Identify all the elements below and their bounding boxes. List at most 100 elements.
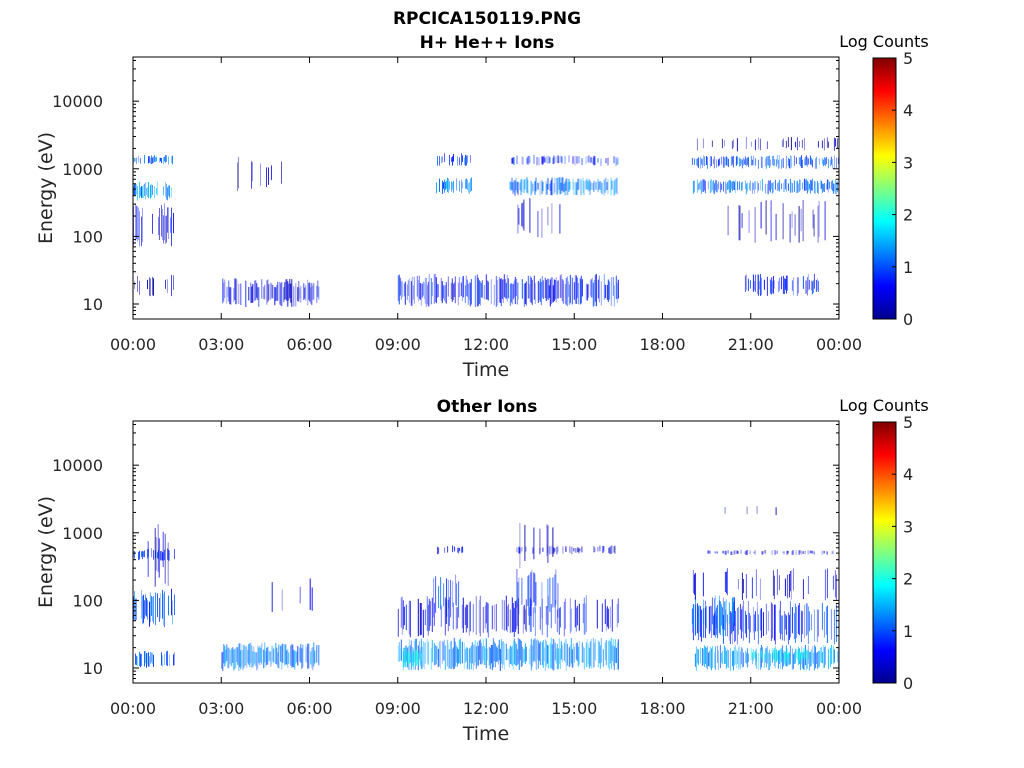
spectrogram-streak (486, 602, 488, 633)
spectrogram-streak (281, 161, 282, 184)
spectrogram-streak (164, 203, 165, 241)
spectrogram-streak (469, 181, 470, 194)
spectrogram-streak (143, 594, 144, 624)
spectrogram-streak (773, 575, 775, 599)
spectrogram-streak (541, 208, 543, 238)
spectrogram-streak (729, 180, 731, 193)
spectrogram-streak (507, 649, 509, 661)
spectrogram-streak (741, 572, 743, 600)
spectrogram-streak (160, 157, 161, 162)
spectrogram-streak (752, 606, 754, 633)
spectrogram-streak (741, 213, 743, 228)
spectrogram-streak (448, 597, 450, 626)
spectrogram-streak (581, 279, 583, 297)
spectrogram-streak (723, 157, 725, 168)
spectrogram-streak (712, 615, 714, 635)
spectrogram-streak (545, 180, 547, 195)
spectrogram-streak (594, 275, 596, 302)
spectrogram-streak (806, 180, 808, 194)
spectrogram-streak (817, 280, 819, 292)
spectrogram-streak (723, 645, 725, 665)
spectrogram-streak (538, 643, 540, 661)
spectrogram-streak (575, 643, 577, 660)
spectrogram-streak (462, 155, 463, 162)
spectrogram-streak (714, 610, 716, 638)
spectrogram-streak (149, 656, 150, 667)
spectrogram-streak (776, 652, 778, 660)
spectrogram-streak (593, 642, 595, 667)
spectrogram-streak (768, 155, 770, 169)
spectrogram-streak (594, 547, 596, 553)
spectrogram-streak (707, 550, 709, 554)
spectrogram-streak (771, 156, 773, 165)
spectrogram-streak (811, 159, 813, 168)
spectrogram-streak (446, 180, 447, 189)
spectrogram-streak (264, 642, 266, 663)
spectrogram-streak (751, 577, 753, 599)
spectrogram-streak (582, 177, 584, 194)
spectrogram-streak (783, 551, 785, 555)
spectrogram-streak (168, 207, 169, 239)
spectrogram-streak (820, 647, 822, 663)
spectrogram-streak (146, 653, 147, 668)
spectrogram-streak (783, 611, 785, 641)
spectrogram-streak (573, 548, 575, 552)
spectrogram-streak (516, 649, 518, 666)
spectrogram-streak (529, 198, 531, 233)
spectrogram-streak (455, 645, 457, 663)
spectrogram-streak (152, 157, 153, 164)
spectrogram-streak (766, 276, 768, 296)
spectrogram-streak (802, 652, 804, 670)
spectrogram-streak (537, 211, 539, 238)
spectrogram-streak (551, 644, 553, 670)
spectrogram-streak (503, 643, 505, 670)
spectrogram-streak (718, 595, 720, 632)
spectrogram-streak (406, 284, 408, 300)
spectrogram-streak (507, 604, 509, 627)
spectrogram-streak (227, 286, 229, 297)
spectrogram-streak (550, 277, 552, 305)
spectrogram-streak (510, 283, 512, 303)
spectrogram-streak (516, 569, 518, 608)
spectrogram-streak (779, 601, 781, 640)
spectrogram-streak (524, 283, 526, 304)
spectrogram-streak (399, 277, 401, 296)
spectrogram-streak (759, 138, 761, 151)
spectrogram-streak (542, 156, 544, 165)
spectrogram-streak (825, 183, 827, 190)
spectrogram-streak (557, 583, 559, 618)
spectrogram-streak (537, 281, 539, 303)
spectrogram-streak (780, 276, 782, 290)
spectrogram-streak (754, 550, 756, 555)
spectrogram-streak (778, 575, 780, 591)
spectrogram-streak (523, 648, 525, 662)
spectrogram-streak (732, 597, 734, 623)
spectrogram-streak (566, 276, 568, 307)
x-tick-label: 12:00 (463, 335, 509, 354)
x-tick-label: 12:00 (463, 699, 509, 718)
spectrogram-streak (413, 641, 415, 663)
spectrogram-streak (799, 652, 801, 671)
spectrogram-streak (490, 645, 492, 664)
spectrogram-streak (605, 640, 607, 666)
spectrogram-streak (722, 615, 724, 644)
spectrogram-streak (521, 577, 523, 605)
spectrogram-streak (812, 209, 814, 229)
spectrogram-streak (167, 542, 169, 586)
spectrogram-streak (162, 552, 163, 561)
spectrogram-streak (595, 273, 597, 307)
spectrogram-streak (554, 642, 556, 661)
spectrogram-streak (509, 283, 511, 306)
spectrogram-streak (157, 181, 158, 196)
spectrogram-streak (781, 140, 783, 147)
spectrogram-streak (466, 647, 468, 670)
spectrogram-streak (806, 649, 808, 659)
spectrogram-streak (281, 282, 283, 307)
spectrogram-streak (837, 648, 839, 670)
spectrogram-streak (693, 158, 695, 166)
spectrogram-streak (590, 157, 592, 163)
spectrogram-streak (452, 647, 454, 670)
spectrogram-streak (316, 645, 318, 663)
spectrogram-streak (757, 614, 759, 645)
spectrogram-streak (744, 610, 746, 634)
